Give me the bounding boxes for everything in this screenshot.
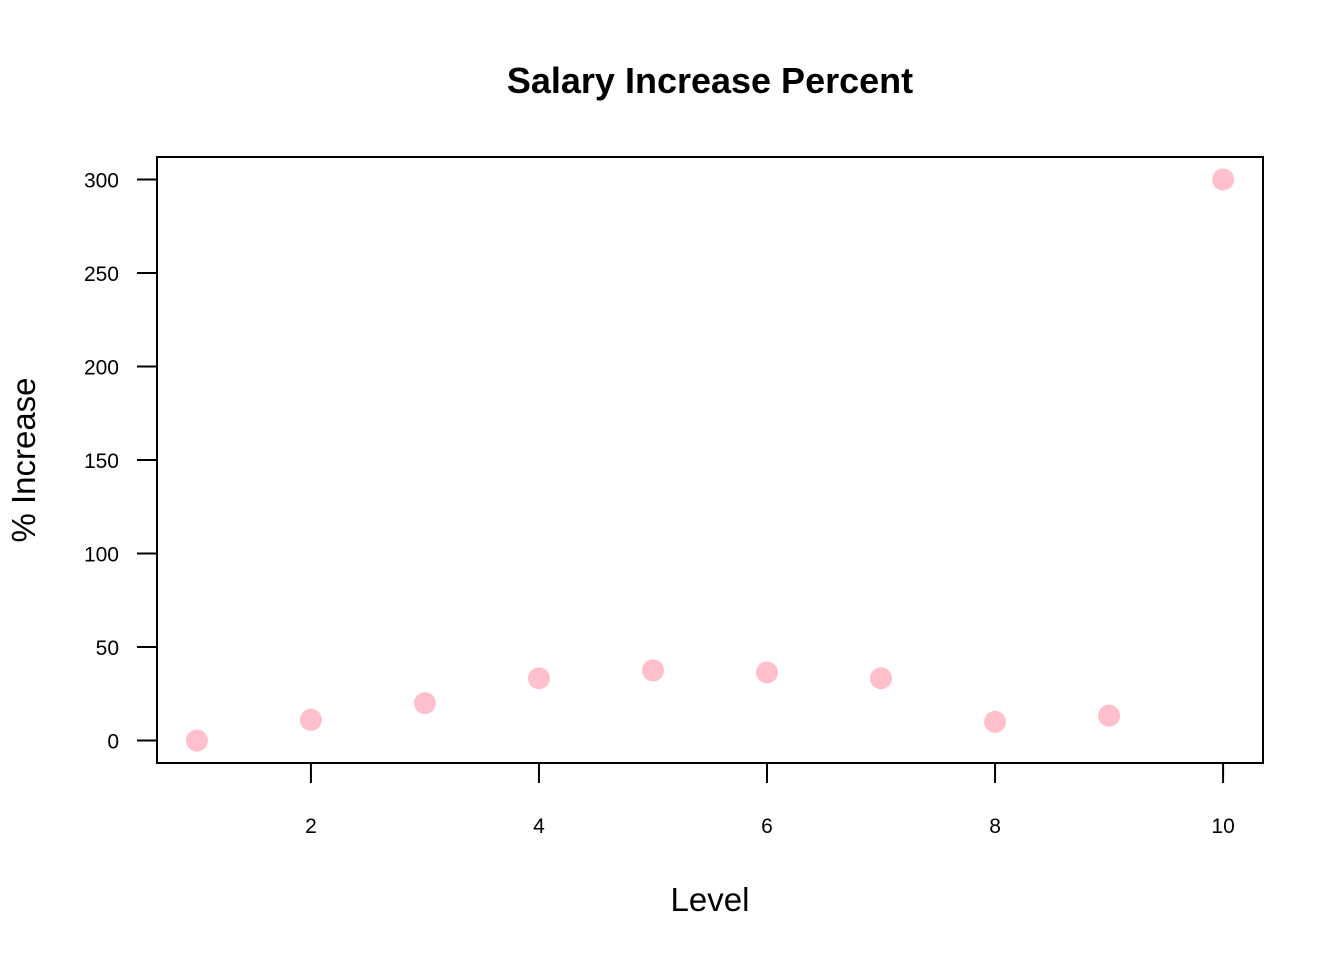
plot-frame	[156, 156, 1264, 764]
x-tick-label: 4	[533, 815, 545, 838]
x-tick-label: 6	[761, 815, 773, 838]
y-tick-label: 300	[84, 169, 119, 192]
data-point	[1212, 168, 1235, 191]
y-tick-label: 50	[96, 637, 119, 660]
data-point	[299, 708, 322, 731]
y-tick-label: 250	[84, 263, 119, 286]
y-tick-label: 100	[84, 544, 119, 567]
data-point	[984, 710, 1007, 733]
x-axis: 2 4 6 8 10	[305, 762, 1235, 838]
x-tick-label: 10	[1211, 815, 1234, 838]
data-point	[756, 661, 779, 684]
x-tick-label: 2	[305, 815, 317, 838]
y-tick-label: 0	[107, 731, 119, 754]
data-point	[527, 667, 550, 690]
x-axis-label: Level	[671, 881, 750, 918]
data-point	[413, 692, 436, 715]
chart-title: Salary Increase Percent	[507, 60, 913, 101]
y-axis: 0 50 100 150 200 250 300	[84, 169, 158, 754]
y-tick-label: 200	[84, 356, 119, 379]
data-point	[870, 667, 893, 690]
x-tick-label: 8	[989, 815, 1001, 838]
data-point	[185, 729, 208, 752]
y-axis-label: % Increase	[5, 377, 42, 542]
y-tick-label: 150	[84, 450, 119, 473]
data-points	[185, 168, 1235, 752]
data-point	[641, 659, 664, 682]
data-point	[1098, 704, 1121, 727]
